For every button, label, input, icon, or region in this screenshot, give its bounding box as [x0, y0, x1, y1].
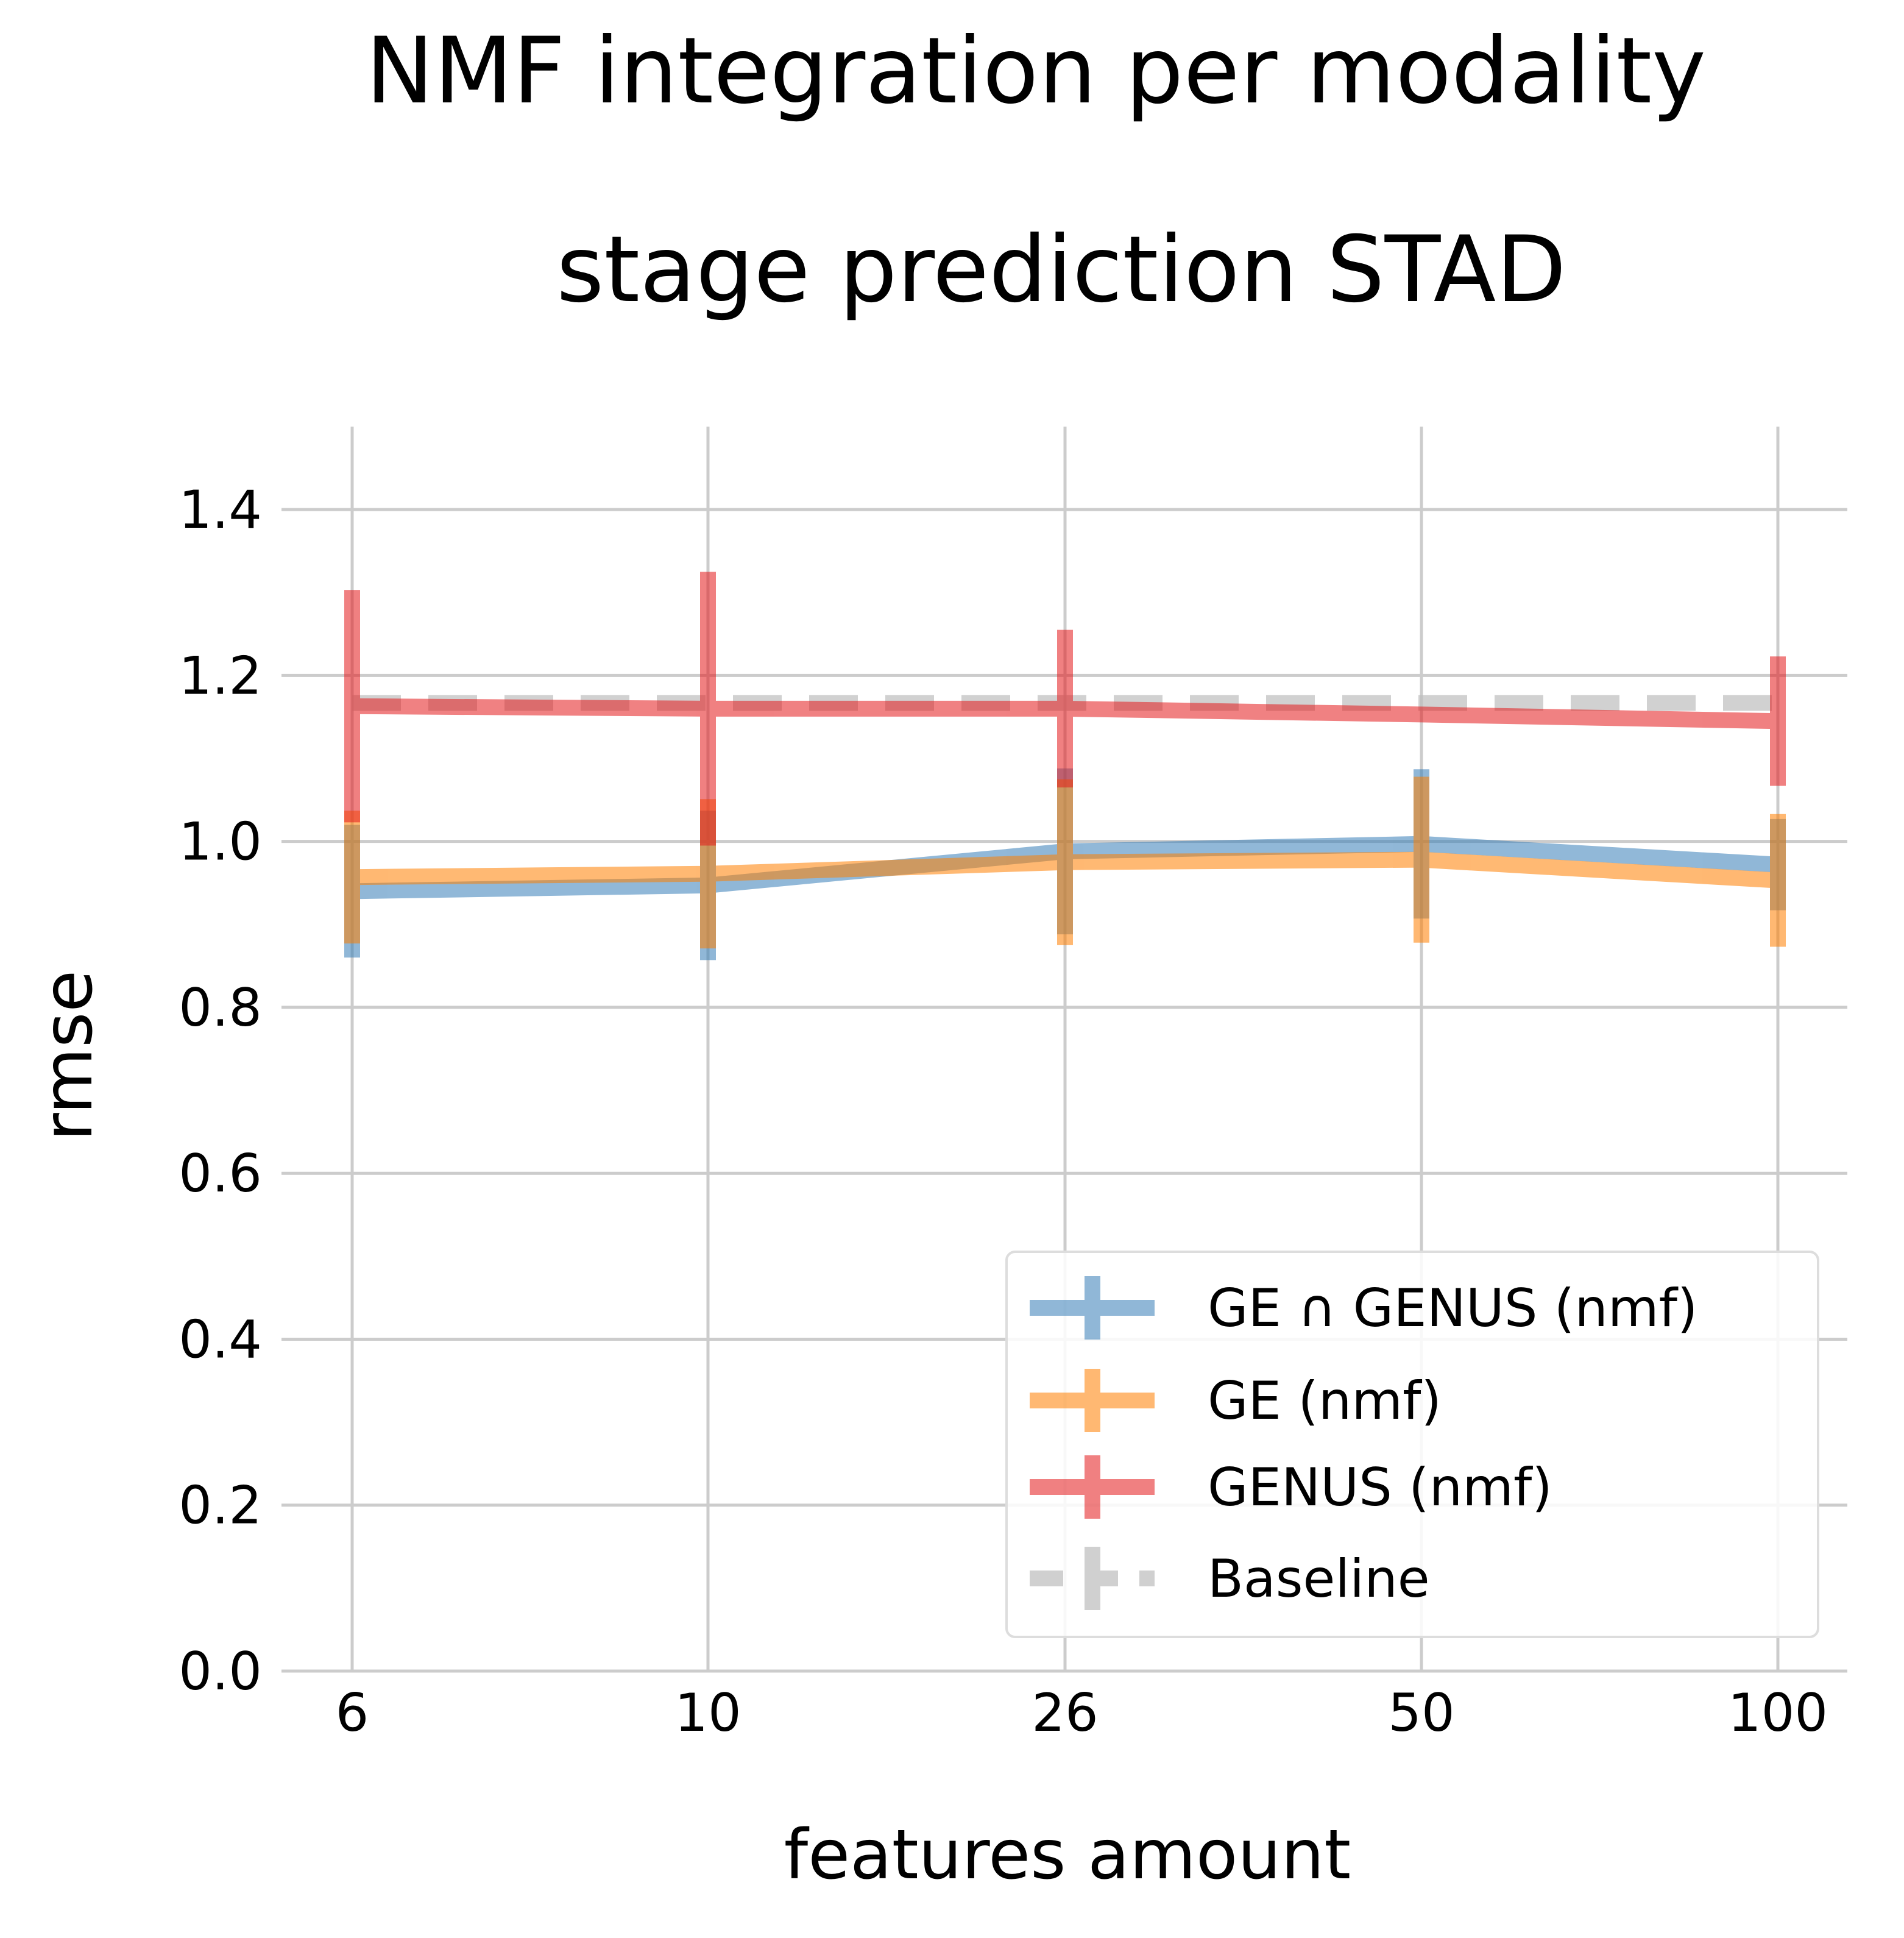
- x-tick-label: 50: [1388, 1683, 1454, 1744]
- legend-label: GENUS (nmf): [1208, 1457, 1552, 1518]
- x-tick-label: 10: [674, 1683, 741, 1744]
- y-axis-label: rmse: [29, 970, 108, 1141]
- legend-handle: [1030, 1369, 1155, 1432]
- x-tick-label: 100: [1728, 1683, 1828, 1744]
- y-tick-label: 0.2: [179, 1475, 262, 1536]
- y-tick-label: 0.4: [179, 1309, 262, 1370]
- chart-subtitle: stage prediction STAD: [556, 217, 1566, 323]
- x-tick-label: 6: [336, 1683, 369, 1744]
- legend-handle: [1030, 1455, 1155, 1519]
- y-tick-label: 1.0: [179, 812, 262, 873]
- legend-handle: [1030, 1547, 1155, 1610]
- chart-title: NMF integration per modality: [366, 18, 1706, 124]
- y-tick-label: 1.2: [179, 645, 262, 706]
- series-layer: [344, 572, 1786, 960]
- legend-label: GE ∩ GENUS (nmf): [1208, 1278, 1697, 1339]
- legend-box: [1005, 1251, 1819, 1638]
- x-axis-label: features amount: [784, 1816, 1351, 1895]
- y-tick-label: 0.6: [179, 1143, 262, 1204]
- series-1: [344, 776, 1786, 949]
- y-tick-label: 0.0: [179, 1641, 262, 1702]
- y-tick-label: 0.8: [179, 978, 262, 1038]
- tick-labels: 0.0 0.2 0.4 0.6 0.8 1.0 1.2 1.4 6 10 26 50 100: [179, 480, 1828, 1744]
- legend-label: GE (nmf): [1208, 1371, 1442, 1432]
- y-tick-label: 1.4: [179, 480, 262, 541]
- legend-handle: [1030, 1276, 1155, 1340]
- legend-label: Baseline: [1208, 1549, 1430, 1610]
- x-tick-label: 26: [1032, 1683, 1098, 1744]
- series-2: [344, 572, 1786, 846]
- legend: GE ∩ GENUS (nmf) GE (nmf) GENUS (nmf) Basel…: [1005, 1251, 1819, 1638]
